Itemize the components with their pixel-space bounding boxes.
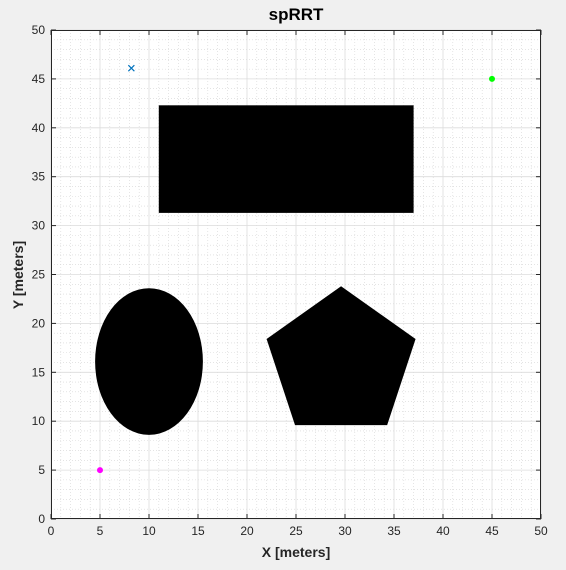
y-tick-label: 35 [32, 170, 46, 184]
y-tick-label: 40 [32, 121, 46, 135]
points [97, 64, 495, 474]
chart-title: spRRT [269, 5, 324, 24]
y-tick-label: 10 [32, 414, 46, 428]
x-tick-label: 45 [485, 524, 499, 538]
x-tick-label: 40 [436, 524, 450, 538]
y-tick-label: 25 [32, 268, 46, 282]
x-tick-label: 25 [289, 524, 303, 538]
x-tick-label: 35 [387, 524, 401, 538]
point-marker-dot [97, 467, 103, 474]
x-tick-label: 30 [338, 524, 352, 538]
obstacle-ellipse [95, 288, 203, 435]
x-tick-label: 10 [142, 524, 156, 538]
obstacle-pentagon [266, 286, 416, 426]
y-tick-label: 5 [38, 463, 45, 477]
x-tick-label: 50 [534, 524, 548, 538]
y-tick-label: 15 [32, 365, 46, 379]
x-tick-label: 0 [48, 524, 55, 538]
y-tick-label: 0 [38, 512, 45, 526]
y-tick-label: 50 [32, 23, 46, 37]
obstacles [95, 105, 416, 435]
x-axis-label: X [meters] [262, 544, 330, 560]
y-tick-label: 20 [32, 316, 46, 330]
x-tick-label: 15 [191, 524, 205, 538]
x-tick-label: 20 [240, 524, 254, 538]
y-tick-label: 30 [32, 219, 46, 233]
y-axis-label: Y [meters] [10, 241, 26, 309]
y-tick-label: 45 [32, 72, 46, 86]
point-marker-dot [489, 75, 495, 82]
x-tick-label: 5 [97, 524, 104, 538]
point-marker-x [127, 64, 135, 72]
point-marker-x-stroke [127, 64, 135, 72]
obstacle-rectangle [158, 105, 414, 213]
ticks: 0 5 10 15 20 25 30 35 40 45 50 0 5 10 15 20 25 30 35 40 45 50 [32, 23, 548, 538]
